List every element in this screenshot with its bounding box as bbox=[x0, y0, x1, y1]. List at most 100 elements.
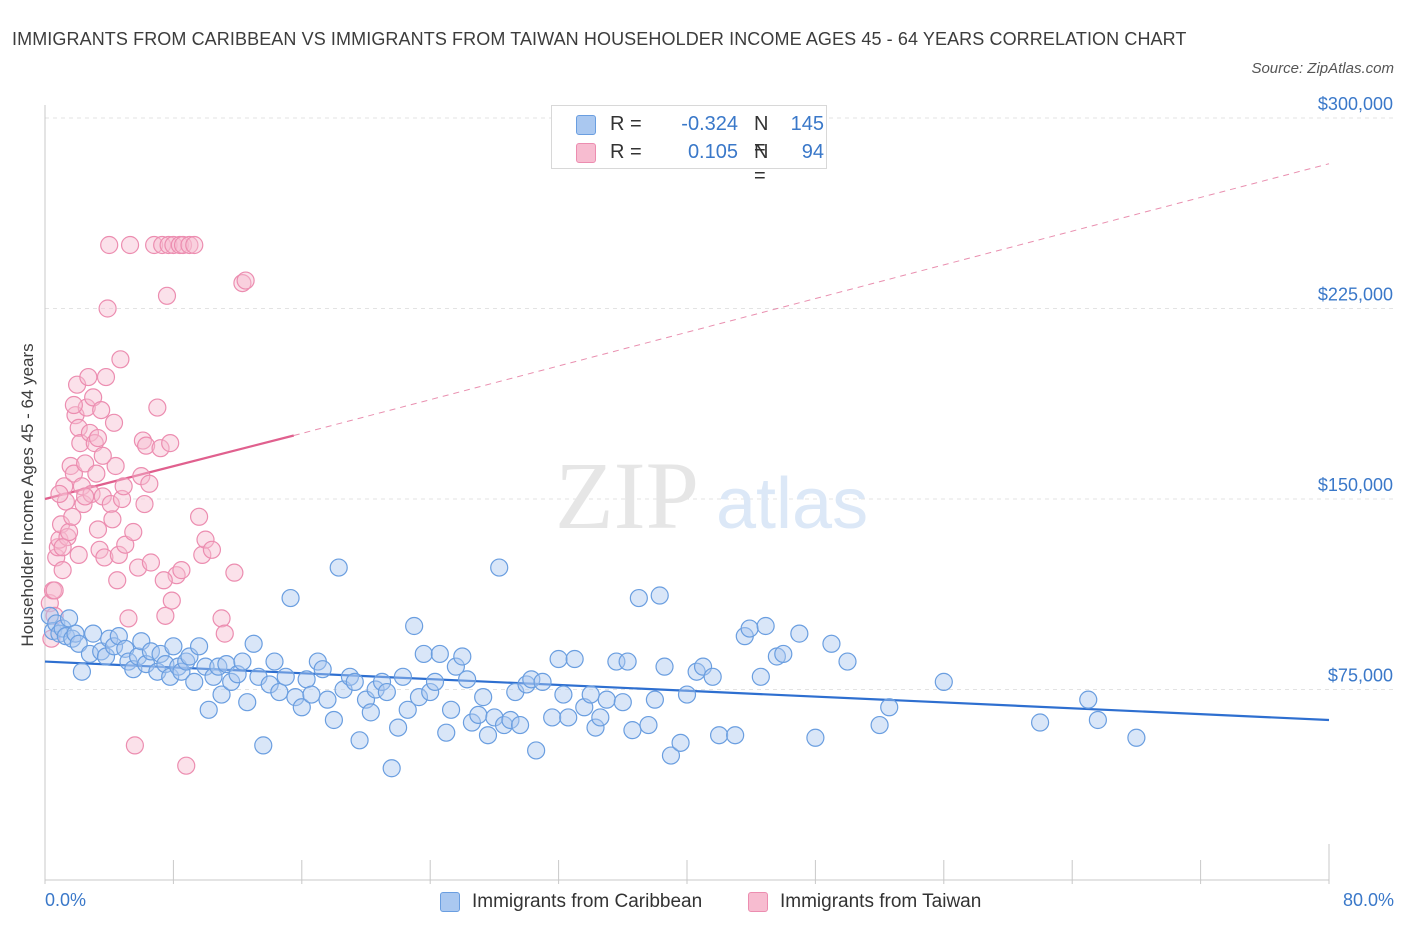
data-point-taiwan bbox=[104, 413, 124, 432]
data-point-taiwan bbox=[120, 235, 140, 255]
legend-label-caribbean: Immigrants from Caribbean bbox=[472, 891, 703, 912]
data-point-caribbean bbox=[345, 672, 364, 691]
data-point-caribbean bbox=[559, 708, 578, 727]
data-point-caribbean bbox=[462, 713, 482, 732]
data-point-caribbean bbox=[838, 652, 857, 671]
data-point-caribbean bbox=[361, 703, 380, 722]
data-point-caribbean bbox=[40, 606, 59, 625]
data-point-caribbean bbox=[586, 718, 605, 737]
data-point-taiwan bbox=[87, 464, 106, 483]
data-point-taiwan bbox=[137, 436, 156, 455]
data-point-taiwan bbox=[88, 520, 108, 539]
data-point-taiwan bbox=[95, 548, 114, 567]
data-point-taiwan bbox=[101, 494, 120, 514]
series-caribbean-points bbox=[40, 558, 1146, 778]
y-tick-label: $75,000 bbox=[1328, 666, 1393, 686]
data-point-taiwan bbox=[164, 235, 183, 255]
data-point-caribbean bbox=[66, 624, 85, 643]
data-point-caribbean bbox=[880, 698, 899, 717]
grid-lines bbox=[45, 117, 1393, 690]
data-point-caribbean bbox=[69, 634, 88, 653]
data-point-caribbean bbox=[709, 726, 729, 745]
data-point-caribbean bbox=[474, 688, 493, 707]
data-point-taiwan bbox=[100, 235, 119, 255]
data-point-caribbean bbox=[177, 652, 196, 671]
data-point-caribbean bbox=[72, 662, 92, 681]
data-point-caribbean bbox=[189, 637, 209, 656]
data-point-taiwan bbox=[109, 545, 128, 564]
legend-r-label: R = bbox=[610, 141, 642, 163]
data-point-caribbean bbox=[393, 667, 413, 686]
data-point-taiwan bbox=[79, 367, 98, 387]
data-point-caribbean bbox=[510, 715, 530, 735]
data-point-taiwan bbox=[212, 609, 231, 628]
data-point-taiwan bbox=[111, 350, 130, 369]
data-point-caribbean bbox=[501, 710, 520, 730]
data-point-caribbean bbox=[329, 558, 348, 577]
data-point-caribbean bbox=[613, 693, 632, 712]
data-point-taiwan bbox=[156, 606, 175, 625]
source-label: Source: ZipAtlas.com bbox=[1251, 60, 1394, 77]
data-point-taiwan bbox=[125, 736, 144, 755]
data-point-caribbean bbox=[254, 736, 273, 755]
data-point-taiwan bbox=[53, 538, 72, 557]
series-legend: Immigrants from Caribbean Immigrants fro… bbox=[0, 888, 1406, 916]
y-tick-label: $225,000 bbox=[1318, 285, 1393, 305]
data-point-caribbean bbox=[340, 667, 360, 686]
data-point-caribbean bbox=[297, 670, 316, 689]
data-point-caribbean bbox=[934, 672, 953, 691]
data-point-taiwan bbox=[185, 235, 204, 255]
x-axis-max-label: 80.0% bbox=[1342, 890, 1394, 910]
legend-n-label: N = bbox=[754, 141, 769, 187]
chart-title: IMMIGRANTS FROM CARIBBEAN VS IMMIGRANTS … bbox=[12, 29, 1187, 49]
data-point-taiwan bbox=[96, 367, 116, 387]
data-point-caribbean bbox=[565, 649, 584, 669]
data-point-caribbean bbox=[377, 682, 396, 702]
data-point-taiwan bbox=[172, 561, 191, 580]
legend-n-value: 145 bbox=[790, 113, 824, 135]
data-point-caribbean bbox=[533, 672, 552, 691]
data-point-caribbean bbox=[260, 675, 279, 694]
data-point-caribbean bbox=[453, 647, 472, 666]
data-point-caribbean bbox=[469, 705, 488, 725]
data-point-caribbean bbox=[597, 690, 616, 709]
data-point-caribbean bbox=[59, 609, 79, 628]
watermark-atlas: atlas bbox=[716, 464, 868, 544]
data-point-caribbean bbox=[661, 746, 681, 765]
data-point-taiwan bbox=[133, 431, 153, 450]
data-point-taiwan bbox=[148, 398, 167, 417]
data-point-caribbean bbox=[822, 634, 841, 653]
data-point-caribbean bbox=[84, 624, 103, 643]
data-point-taiwan bbox=[202, 540, 222, 559]
series-taiwan-points bbox=[40, 235, 255, 775]
data-point-caribbean bbox=[1127, 728, 1146, 747]
data-point-caribbean bbox=[233, 652, 252, 671]
data-point-caribbean bbox=[629, 588, 648, 608]
data-point-caribbean bbox=[751, 667, 770, 686]
data-point-caribbean bbox=[409, 688, 429, 707]
data-point-taiwan bbox=[141, 553, 161, 572]
legend-r-label: R = bbox=[610, 113, 642, 135]
data-point-caribbean bbox=[405, 616, 424, 636]
trend-line-taiwan-extension bbox=[293, 163, 1330, 436]
data-point-taiwan bbox=[93, 446, 112, 465]
data-point-taiwan bbox=[59, 522, 79, 542]
data-point-taiwan bbox=[69, 418, 88, 437]
data-point-caribbean bbox=[870, 715, 889, 735]
data-point-taiwan bbox=[135, 494, 154, 514]
data-point-caribbean bbox=[1079, 690, 1098, 709]
data-point-caribbean bbox=[774, 644, 793, 664]
data-point-caribbean bbox=[324, 710, 343, 730]
data-point-caribbean bbox=[382, 759, 401, 778]
y-axis-label: Householder Income Ages 45 - 64 years bbox=[18, 343, 37, 646]
data-point-caribbean bbox=[185, 672, 204, 691]
data-point-caribbean bbox=[581, 685, 600, 704]
trend-line-caribbean bbox=[44, 660, 1330, 722]
data-point-caribbean bbox=[204, 667, 223, 686]
legend-swatch-taiwan bbox=[748, 892, 768, 912]
data-point-caribbean bbox=[398, 700, 417, 719]
data-point-caribbean bbox=[671, 733, 690, 752]
legend-r-value: 0.105 bbox=[687, 141, 738, 163]
data-point-taiwan bbox=[180, 235, 199, 255]
